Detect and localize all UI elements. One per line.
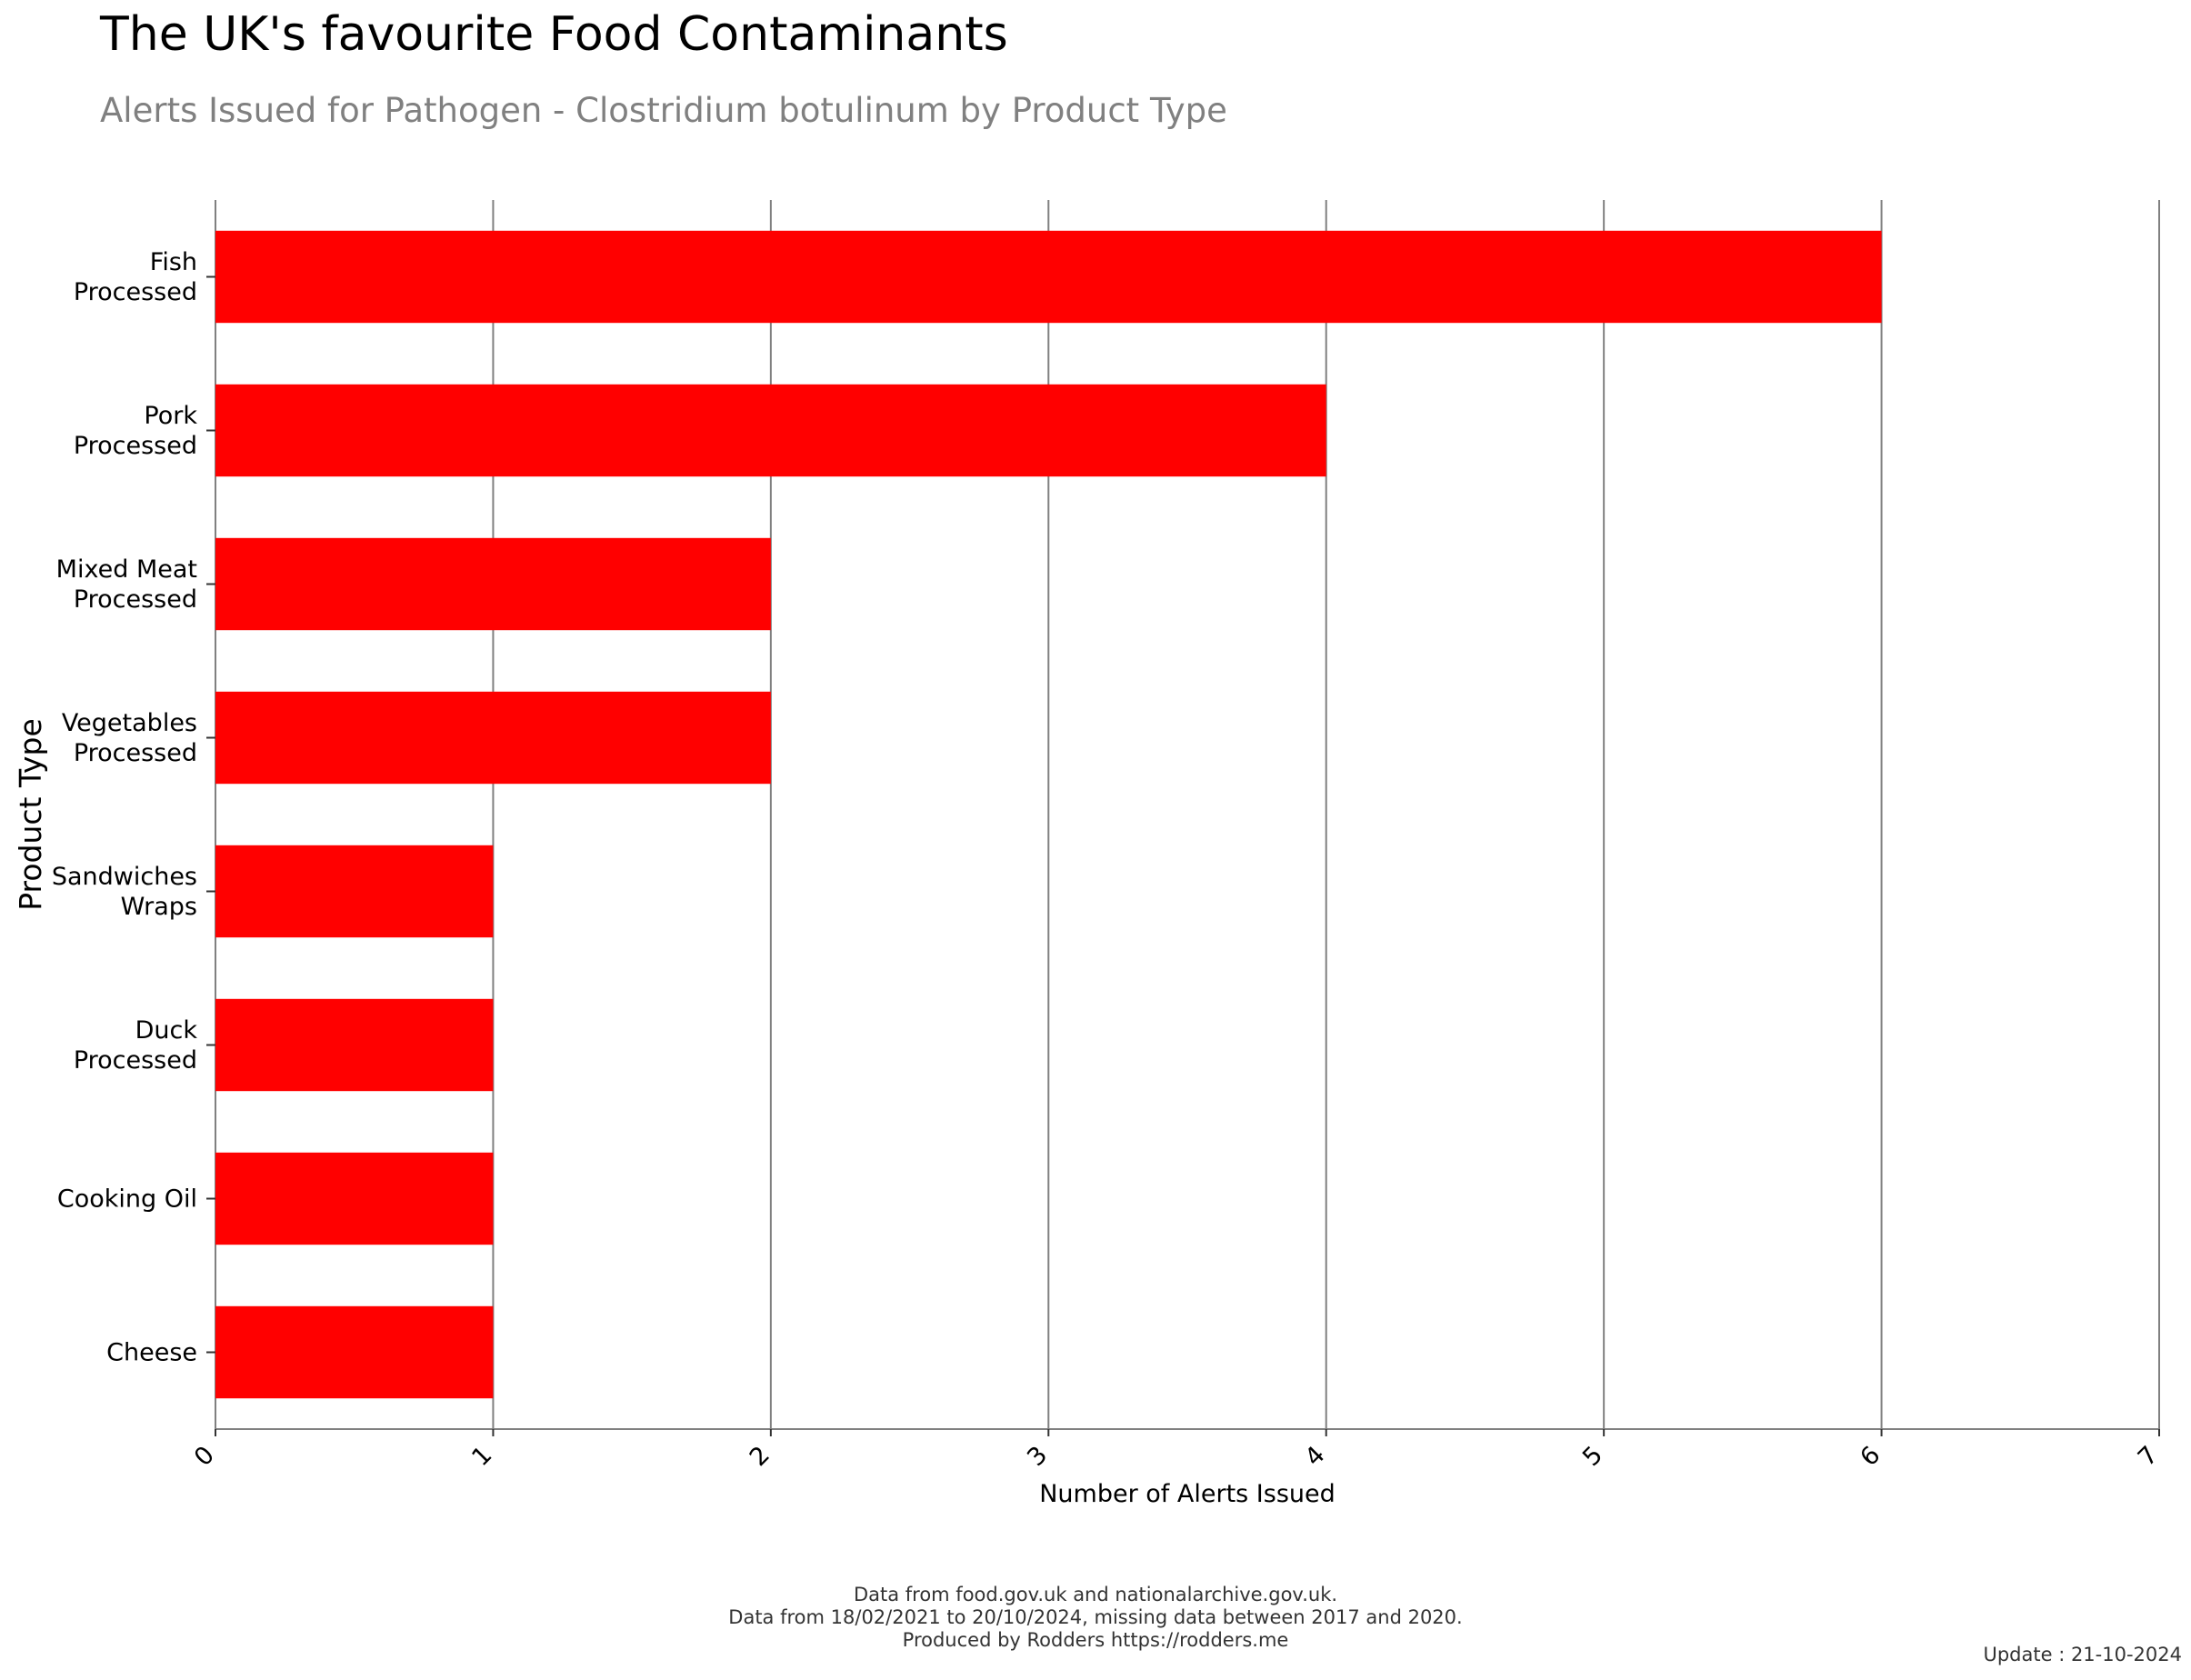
y-tick-label-5-line-1: Processed (74, 1046, 197, 1075)
bar-2 (215, 537, 771, 631)
y-tick-label-1-line-1: Processed (74, 432, 197, 460)
footer-date-range: Data from 18/02/2021 to 20/10/2024, miss… (728, 1606, 1463, 1628)
y-tick-label-5-line-0: Duck (135, 1016, 198, 1045)
y-tick-label-6-line-0: Cooking Oil (57, 1185, 197, 1214)
axis-layer (206, 275, 2160, 1436)
y-tick-label-6: Cooking Oil (57, 1185, 197, 1214)
y-tick-label-1: Pork Processed (74, 402, 198, 460)
x-tick-label-3: 3 (1022, 1441, 1053, 1472)
footer-credit: Produced by Rodders https://rodders.me (902, 1629, 1289, 1651)
update-date: Update : 21-10-2024 (1983, 1644, 2182, 1665)
y-tick-label-2-line-1: Processed (74, 585, 197, 614)
y-tick-label-2-line-0: Mixed Meat (56, 555, 197, 584)
y-tick-label-4-line-1: Wraps (121, 893, 197, 921)
bar-0 (215, 230, 1882, 324)
y-tick-label-0: Fish Processed (74, 248, 197, 306)
x-tick-label-1: 1 (466, 1441, 497, 1472)
y-axis-title: Product Type (13, 718, 48, 911)
bar-7 (215, 1305, 494, 1399)
y-tick-label-0-line-0: Fish (150, 248, 197, 276)
x-tick-label-2: 2 (745, 1441, 775, 1472)
bar-5 (215, 998, 494, 1092)
y-tick-label-4: Sandwiches Wraps (52, 863, 197, 921)
bar-3 (215, 691, 771, 785)
x-tick-label-6: 6 (1855, 1441, 1886, 1472)
y-tick-label-0-line-1: Processed (74, 278, 197, 306)
y-tick-label-7: Cheese (106, 1339, 197, 1367)
chart-subtitle: Alerts Issued for Pathogen - Clostridium… (100, 91, 1227, 130)
y-tick-label-3-line-0: Vegetables (62, 709, 197, 737)
y-tick-label-2: Mixed Meat Processed (56, 555, 197, 614)
y-tick-label-5: Duck Processed (74, 1016, 198, 1075)
y-tick-label-7-line-0: Cheese (106, 1339, 197, 1367)
x-axis-title: Number of Alerts Issued (1039, 1480, 1336, 1508)
x-tick-label-7: 7 (2133, 1441, 2164, 1472)
bar-1 (215, 384, 1326, 477)
x-tick-label-5: 5 (1577, 1441, 1608, 1472)
y-tick-label-4-line-0: Sandwiches (52, 863, 197, 891)
bar-6 (215, 1152, 494, 1245)
footer-source: Data from food.gov.uk and nationalarchiv… (853, 1584, 1338, 1605)
bars-layer (215, 230, 1882, 1399)
chart-title: The UK's favourite Food Contaminants (100, 7, 1008, 62)
x-tick-label-0: 0 (189, 1441, 220, 1472)
y-tick-label-1-line-0: Pork (144, 402, 197, 430)
y-tick-label-3-line-1: Processed (74, 739, 197, 767)
y-tick-label-3: Vegetables Processed (62, 709, 197, 767)
bar-4 (215, 845, 494, 938)
x-tick-label-4: 4 (1300, 1441, 1331, 1472)
